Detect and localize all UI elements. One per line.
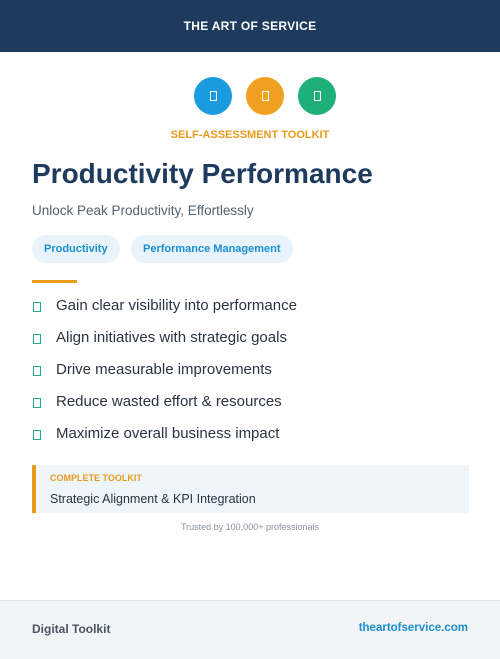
bullet-icon — [33, 334, 41, 344]
accent-rule — [32, 280, 77, 283]
tag: Productivity — [32, 235, 120, 263]
header-title: THE ART OF SERVICE — [183, 19, 317, 33]
footer-left: Digital Toolkit — [32, 622, 111, 636]
title: Productivity Performance — [32, 158, 373, 189]
bullet-icon — [33, 430, 41, 440]
badge: SELF-ASSESSMENT TOOLKIT — [170, 129, 330, 141]
trust-note: Trusted by 100,000+ professionals — [180, 522, 319, 532]
footer — [0, 600, 500, 659]
bullet-icon — [33, 302, 41, 312]
highlight-text: Strategic Alignment & KPI Integration — [50, 492, 256, 506]
bullet-text: Reduce wasted effort & resources — [56, 393, 282, 410]
bullet-text: Drive measurable improvements — [56, 361, 272, 378]
icon-circle — [298, 77, 336, 115]
bullet-icon — [33, 366, 41, 376]
highlight-box — [32, 465, 469, 513]
header-bar — [0, 0, 500, 52]
tag: Performance Management — [131, 235, 293, 263]
bullet-text: Maximize overall business impact — [56, 425, 280, 442]
bullet-text: Align initiatives with strategic goals — [56, 329, 287, 346]
bullet-icon — [33, 398, 41, 408]
icon-circle — [246, 77, 284, 115]
bullet-text: Gain clear visibility into performance — [56, 297, 297, 314]
icon-circle — [194, 77, 232, 115]
subtitle: Unlock Peak Productivity, Effortlessly — [32, 203, 254, 218]
highlight-label: COMPLETE TOOLKIT — [50, 473, 142, 483]
footer-link[interactable]: theartofservice.com — [358, 622, 468, 634]
